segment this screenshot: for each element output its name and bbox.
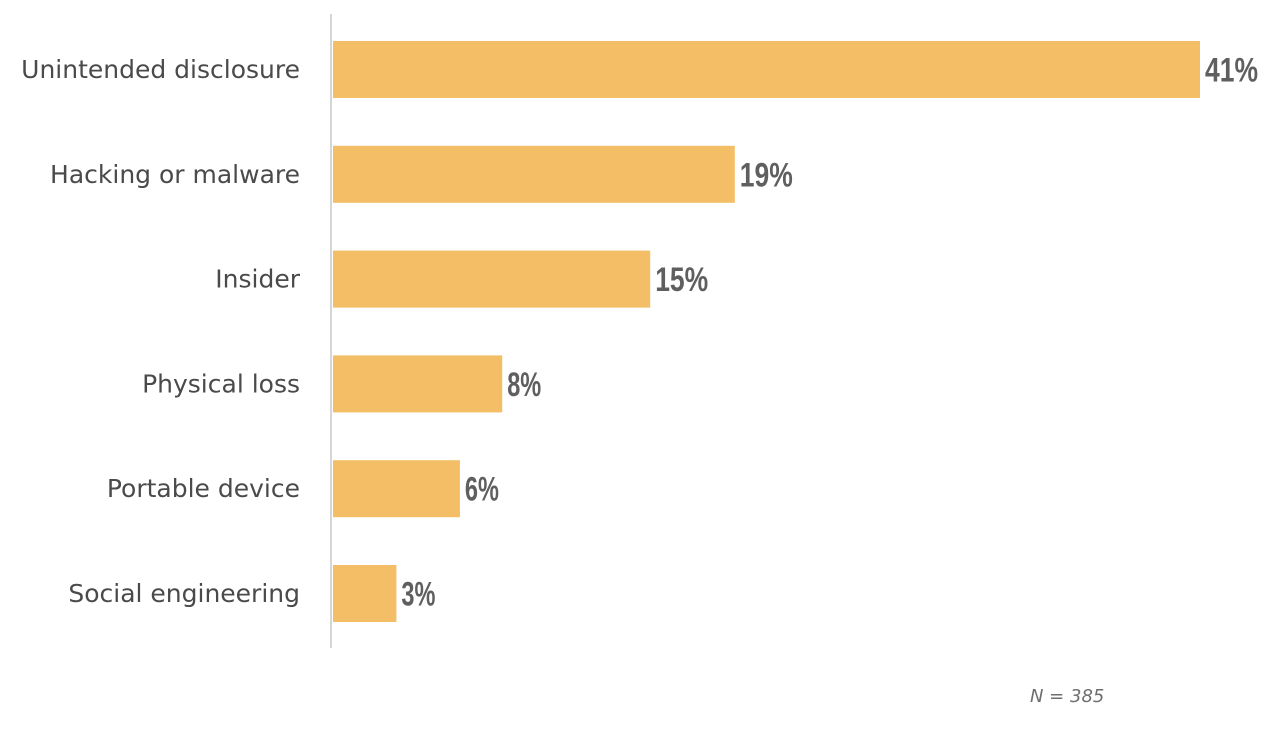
bar: [333, 565, 397, 622]
bar: [333, 355, 503, 413]
category-label: Portable device: [107, 474, 300, 503]
category-label: Physical loss: [142, 369, 300, 398]
category-label: Social engineering: [68, 579, 300, 608]
bar: [333, 41, 1200, 98]
category-label: Hacking or malware: [50, 160, 300, 189]
category-label: Insider: [215, 265, 300, 294]
value-labels-group: 41% 19% 15% 8% 6% 3%: [401, 52, 1258, 614]
sample-size-note: N = 385: [1030, 686, 1105, 707]
bars-group: [333, 41, 1200, 622]
value-label: 15%: [655, 261, 708, 299]
value-label: 19%: [740, 156, 793, 194]
value-label: 6%: [465, 471, 499, 509]
category-labels-group: Unintended disclosure Hacking or malware I…: [21, 55, 301, 608]
value-label: 41%: [1205, 52, 1258, 90]
category-label: Unintended disclosure: [21, 55, 300, 84]
value-label: 8%: [507, 366, 541, 404]
bar: [333, 145, 735, 203]
value-label: 3%: [401, 576, 435, 614]
bar: [333, 250, 651, 308]
bar: [333, 460, 460, 518]
